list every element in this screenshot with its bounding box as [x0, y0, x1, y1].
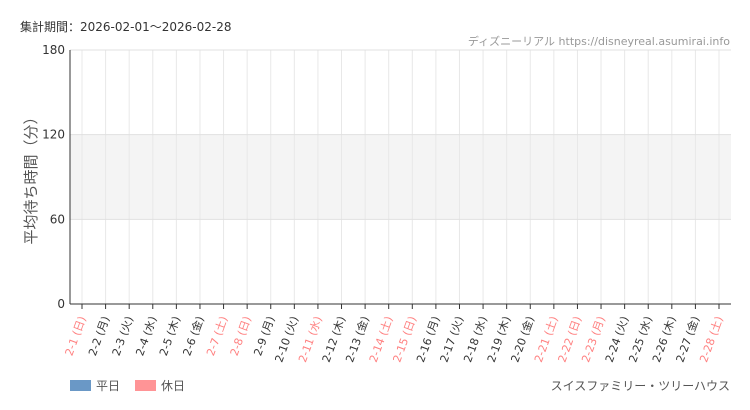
y-tick-label: 60	[50, 212, 65, 226]
y-tick-label: 0	[57, 297, 65, 311]
x-tick-label: 2-28 (土)	[697, 315, 726, 365]
attraction-name: スイスファミリー・ツリーハウス	[550, 379, 730, 393]
x-tick-label: 2-5 (木)	[157, 315, 183, 358]
y-axis-title: 平均待ち時間（分）	[22, 109, 40, 244]
x-tick-label: 2-2 (月)	[86, 315, 112, 358]
x-tick-label: 2-8 (日)	[228, 315, 254, 358]
site-credit: ディズニーリアル https://disneyreal.asumirai.inf…	[467, 35, 730, 48]
legend-swatch	[70, 380, 91, 391]
x-tick-label: 2-4 (水)	[133, 315, 159, 358]
legend-label: 平日	[96, 379, 120, 393]
legend-label: 休日	[161, 379, 185, 393]
y-tick-label: 180	[42, 43, 65, 57]
legend-swatch	[135, 380, 156, 391]
x-tick-label: 2-3 (火)	[110, 315, 136, 358]
x-tick-label: 2-7 (土)	[204, 315, 230, 358]
y-tick-label: 120	[42, 128, 65, 142]
x-tick-label: 2-9 (月)	[251, 315, 277, 358]
x-tick-label: 2-6 (金)	[180, 314, 207, 357]
period-label: 集計期間：2026-02-01～2026-02-28	[20, 20, 232, 34]
band-60-120	[70, 134, 731, 220]
x-tick-label: 2-1 (日)	[63, 315, 89, 358]
